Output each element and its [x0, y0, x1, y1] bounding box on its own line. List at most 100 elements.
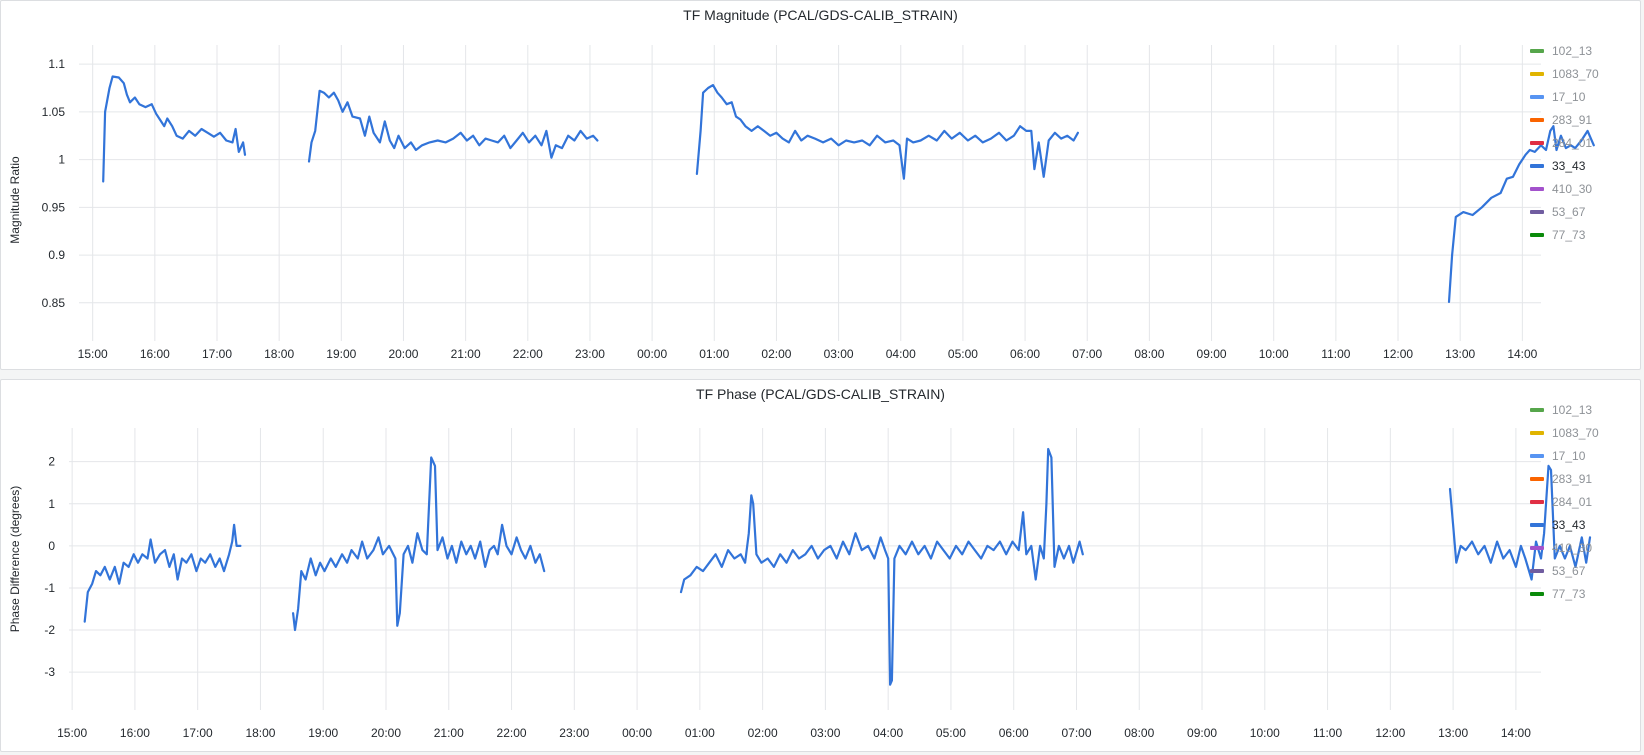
- magnitude-x-tick-label: 03:00: [824, 347, 854, 361]
- legend-item-53_67[interactable]: 53_67: [1530, 200, 1640, 223]
- phase-y-tick-label: 2: [48, 455, 55, 469]
- magnitude-series-line-33_43: [695, 84, 1079, 180]
- phase-x-tick-label: 19:00: [308, 726, 338, 740]
- phase-panel: TF Phase (PCAL/GDS-CALIB_STRAIN) Phase D…: [0, 379, 1641, 752]
- magnitude-x-tick-label: 22:00: [513, 347, 543, 361]
- phase-y-tick-label: -3: [44, 665, 55, 679]
- phase-series-line-33_43: [1448, 464, 1592, 581]
- legend-label: 1083_70: [1552, 425, 1599, 440]
- phase-panel-title: TF Phase (PCAL/GDS-CALIB_STRAIN): [696, 386, 945, 402]
- legend-item-102_13[interactable]: 102_13: [1530, 39, 1640, 62]
- phase-x-tick-label: 09:00: [1187, 726, 1217, 740]
- legend-label: 1083_70: [1552, 66, 1599, 81]
- magnitude-series-line-33_43: [102, 75, 247, 183]
- legend-item-17_10[interactable]: 17_10: [1530, 444, 1640, 467]
- phase-legend: 102_13 1083_70 17_10 283_91 284_01 33_43 410_3…: [1530, 398, 1640, 605]
- legend-label: 33_43: [1552, 517, 1586, 532]
- legend-swatch: [1530, 476, 1544, 481]
- legend-label: 17_10: [1552, 448, 1586, 463]
- legend-label: 53_67: [1552, 563, 1586, 578]
- magnitude-x-tick-label: 21:00: [451, 347, 481, 361]
- magnitude-y-tick-label: 1: [58, 153, 65, 167]
- phase-x-tick-label: 15:00: [57, 726, 87, 740]
- magnitude-x-tick-label: 01:00: [699, 347, 729, 361]
- phase-x-tick-label: 17:00: [183, 726, 213, 740]
- magnitude-panel: TF Magnitude (PCAL/GDS-CALIB_STRAIN) Mag…: [0, 0, 1641, 370]
- legend-item-33_43[interactable]: 33_43: [1530, 513, 1640, 536]
- magnitude-x-tick-label: 15:00: [78, 347, 108, 361]
- phase-series-line-33_43: [83, 523, 242, 623]
- legend-item-283_91[interactable]: 283_91: [1530, 467, 1640, 490]
- legend-label: 410_30: [1552, 540, 1593, 555]
- legend-item-53_67[interactable]: 53_67: [1530, 559, 1640, 582]
- phase-x-tick-label: 06:00: [999, 726, 1029, 740]
- legend-label: 283_91: [1552, 112, 1593, 127]
- phase-x-tick-label: 21:00: [434, 726, 464, 740]
- legend-swatch: [1530, 71, 1544, 76]
- legend-item-102_13[interactable]: 102_13: [1530, 398, 1640, 421]
- magnitude-x-tick-label: 08:00: [1134, 347, 1164, 361]
- magnitude-y-tick-label: 0.85: [42, 296, 66, 310]
- phase-x-tick-label: 23:00: [559, 726, 589, 740]
- phase-chart[interactable]: -3 -2 -1 0 1 2 15:00 16:00 17:00 18:00 19:00 20:00 2…: [1, 380, 1641, 752]
- legend-swatch: [1530, 568, 1544, 573]
- legend-swatch: [1530, 48, 1544, 53]
- phase-x-tick-label: 04:00: [873, 726, 903, 740]
- phase-y-tick-label: 1: [48, 497, 55, 511]
- legend-label: 284_01: [1552, 494, 1593, 509]
- phase-x-tick-label: 02:00: [748, 726, 778, 740]
- legend-label: 33_43: [1552, 158, 1586, 173]
- legend-item-33_43[interactable]: 33_43: [1530, 154, 1640, 177]
- legend-label: 410_30: [1552, 181, 1593, 196]
- magnitude-x-tick-label: 19:00: [326, 347, 356, 361]
- legend-item-284_01[interactable]: 284_01: [1530, 490, 1640, 513]
- legend-label: 17_10: [1552, 89, 1586, 104]
- legend-swatch: [1530, 522, 1544, 527]
- legend-swatch: [1530, 232, 1544, 237]
- phase-x-tick-label: 08:00: [1124, 726, 1154, 740]
- legend-item-283_91[interactable]: 283_91: [1530, 108, 1640, 131]
- magnitude-legend: 102_13 1083_70 17_10 283_91 284_01 33_43 410_3…: [1530, 39, 1640, 246]
- magnitude-x-tick-label: 17:00: [202, 347, 232, 361]
- magnitude-chart[interactable]: 0.85 0.9 0.95 1 1.05 1.1 15:00 16:00 17:00 18:00 1…: [1, 1, 1641, 370]
- legend-swatch: [1530, 117, 1544, 122]
- legend-item-410_30[interactable]: 410_30: [1530, 536, 1640, 559]
- legend-item-284_01[interactable]: 284_01: [1530, 131, 1640, 154]
- phase-x-tick-label: 22:00: [497, 726, 527, 740]
- phase-x-tick-label: 07:00: [1061, 726, 1091, 740]
- magnitude-x-tick-label: 16:00: [140, 347, 170, 361]
- magnitude-x-tick-label: 09:00: [1197, 347, 1227, 361]
- magnitude-x-tick-label: 13:00: [1445, 347, 1475, 361]
- magnitude-x-tick-label: 11:00: [1321, 347, 1350, 361]
- magnitude-series-line-33_43: [307, 89, 599, 163]
- phase-x-tick-label: 20:00: [371, 726, 401, 740]
- phase-x-tick-label: 00:00: [622, 726, 652, 740]
- phase-x-tick-label: 01:00: [685, 726, 715, 740]
- legend-label: 284_01: [1552, 135, 1593, 150]
- legend-item-77_73[interactable]: 77_73: [1530, 582, 1640, 605]
- magnitude-y-tick-label: 1.05: [42, 105, 66, 119]
- legend-label: 102_13: [1552, 402, 1593, 417]
- legend-swatch: [1530, 591, 1544, 596]
- phase-x-tick-label: 05:00: [936, 726, 966, 740]
- legend-swatch: [1530, 140, 1544, 145]
- legend-item-77_73[interactable]: 77_73: [1530, 223, 1640, 246]
- magnitude-x-tick-label: 20:00: [388, 347, 418, 361]
- magnitude-y-tick-label: 0.95: [42, 200, 66, 214]
- legend-item-17_10[interactable]: 17_10: [1530, 85, 1640, 108]
- magnitude-x-tick-label: 18:00: [264, 347, 294, 361]
- phase-x-tick-label: 14:00: [1501, 726, 1531, 740]
- legend-item-1083_70[interactable]: 1083_70: [1530, 421, 1640, 444]
- legend-label: 102_13: [1552, 43, 1593, 58]
- phase-x-tick-label: 18:00: [245, 726, 275, 740]
- legend-label: 77_73: [1552, 227, 1586, 242]
- legend-swatch: [1530, 545, 1544, 550]
- legend-item-1083_70[interactable]: 1083_70: [1530, 62, 1640, 85]
- legend-label: 53_67: [1552, 204, 1586, 219]
- magnitude-series-line-33_43: [1447, 125, 1595, 303]
- legend-item-410_30[interactable]: 410_30: [1530, 177, 1640, 200]
- phase-y-tick-label: -1: [44, 581, 55, 595]
- phase-x-tick-label: 03:00: [810, 726, 840, 740]
- phase-series-line-33_43: [679, 447, 1084, 686]
- legend-swatch: [1530, 453, 1544, 458]
